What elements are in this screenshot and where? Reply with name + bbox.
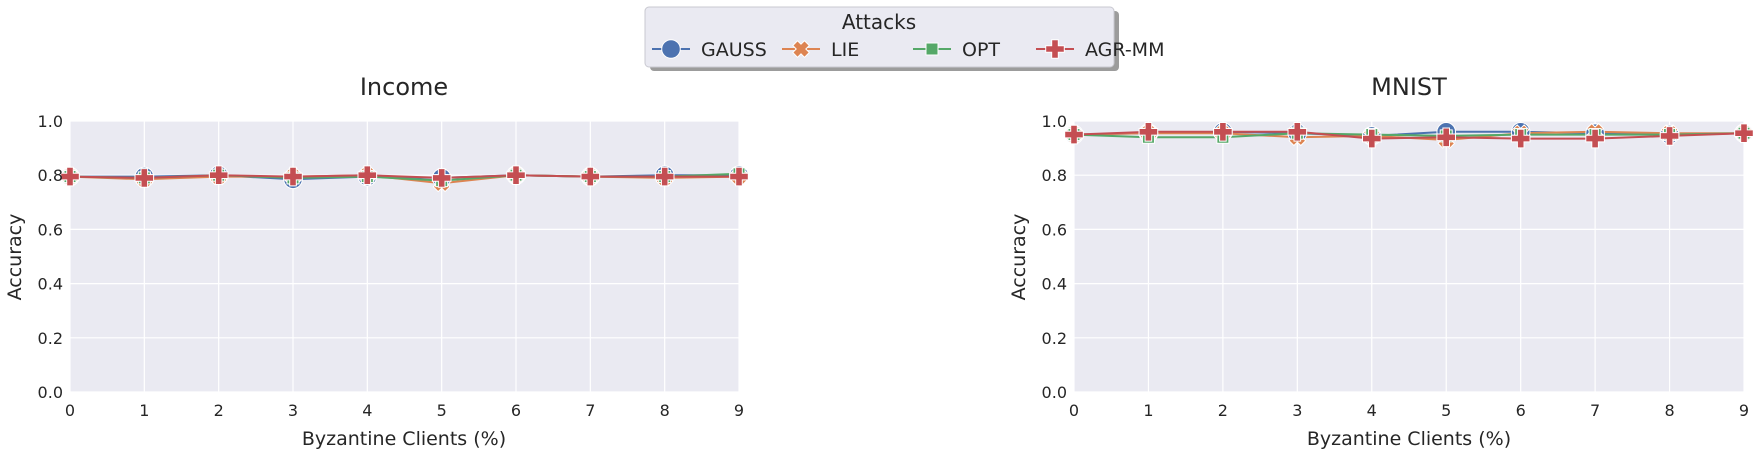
data-point-agr-mm [1510, 128, 1531, 149]
legend-entry-agr-mm: AGR-MM [1036, 39, 1164, 61]
y-tick-label: 1.0 [38, 112, 63, 131]
legend-marker [925, 42, 939, 56]
legend-entry-opt: OPT [913, 39, 1000, 61]
data-point-agr-mm [729, 166, 749, 187]
data-point-agr-mm [654, 166, 675, 187]
data-point-agr-mm [1138, 122, 1159, 142]
x-tick-label: 2 [214, 401, 224, 420]
plot-area [70, 121, 739, 392]
series-line-opt [1073, 132, 1745, 139]
legend-entry-gauss: GAUSS [652, 39, 767, 61]
data-point-agr-mm [208, 165, 229, 185]
x-tick-label: 2 [1218, 401, 1228, 420]
grid-lines [69, 120, 740, 393]
x-tick-label: 6 [1516, 401, 1526, 420]
y-tick-label: 0.2 [1042, 329, 1067, 348]
x-tick-label: 1 [1143, 401, 1153, 420]
x-axis-label: Byzantine Clients (%) [302, 428, 506, 450]
y-axis-label: Accuracy [4, 214, 26, 301]
x-tick-label: 3 [1292, 401, 1302, 420]
legend-label: OPT [962, 39, 1000, 61]
data-point-agr-mm [506, 165, 526, 185]
legend-entries: GAUSS LIE OPT AGR-MM [652, 39, 1164, 61]
plot-area [1074, 121, 1744, 392]
series-layer [1064, 122, 1754, 149]
y-tick-label: 0.6 [1042, 220, 1067, 239]
series-line-agr-mm [1073, 130, 1745, 140]
y-tick-label: 0.0 [38, 383, 63, 402]
data-point-agr-mm [357, 165, 378, 185]
y-tick-label: 0.0 [1042, 383, 1067, 402]
series-markers-agr-mm [60, 165, 749, 188]
legend-marker [1045, 39, 1065, 59]
x-tick-label: 1 [139, 401, 149, 420]
y-tick-label: 0.8 [1042, 166, 1067, 185]
tick-labels: 0 1 2 3 4 5 6 7 8 9 0.0 0.2 0.4 0.6 0.8 1.0 [1042, 112, 1750, 420]
x-tick-label: 0 [1069, 401, 1079, 420]
data-point-agr-mm [1436, 127, 1456, 148]
legend-box [644, 6, 1115, 68]
mnist-panel: 0 1 2 3 4 5 6 7 8 9 0.0 0.2 0.4 0.6 0.8 1.0 MNIST Byzan… [1008, 73, 1754, 450]
x-tick-label: 8 [660, 401, 670, 420]
y-tick-label: 0.4 [38, 275, 63, 294]
legend: Attacks GAUSS LIE OPT AGR-MM [644, 6, 1164, 71]
x-tick-label: 3 [288, 401, 298, 420]
y-tick-label: 0.8 [38, 166, 63, 185]
x-tick-label: 7 [1590, 401, 1600, 420]
data-point-agr-mm [1659, 126, 1680, 146]
tick-labels: 0 1 2 3 4 5 6 7 8 9 0.0 0.2 0.4 0.6 0.8 1.0 [38, 112, 745, 420]
y-axis-label: Accuracy [1008, 214, 1030, 301]
legend-title: Attacks [842, 10, 916, 34]
y-tick-label: 0.2 [38, 329, 63, 348]
legend-label: AGR-MM [1085, 39, 1164, 61]
data-point-agr-mm [1213, 122, 1233, 142]
data-point-agr-mm [1362, 128, 1382, 149]
data-point-agr-mm [283, 166, 303, 187]
chart-title: MNIST [1371, 73, 1447, 101]
y-tick-label: 1.0 [1042, 112, 1067, 131]
chart-title: Income [360, 73, 448, 101]
x-tick-label: 5 [437, 401, 447, 420]
data-point-agr-mm [431, 168, 452, 188]
legend-entry-lie: LIE [782, 39, 859, 61]
data-point-agr-mm [580, 166, 601, 187]
data-point-agr-mm [1585, 128, 1605, 149]
data-point-agr-mm [1287, 122, 1308, 142]
x-tick-label: 0 [65, 401, 75, 420]
x-tick-label: 9 [1739, 401, 1749, 420]
income-panel: 0 1 2 3 4 5 6 7 8 9 0.0 0.2 0.4 0.6 0.8 1.0 Income Byza… [4, 73, 749, 450]
x-tick-label: 4 [362, 401, 372, 420]
y-tick-label: 0.4 [1042, 275, 1067, 294]
legend-marker [661, 39, 681, 59]
x-tick-label: 5 [1441, 401, 1451, 420]
data-point-agr-mm [60, 166, 80, 187]
legend-label: LIE [831, 39, 859, 61]
data-point-agr-mm [1734, 123, 1754, 143]
grid-lines [1073, 120, 1745, 393]
series-line-agr-mm [69, 174, 739, 179]
y-tick-label: 0.6 [38, 220, 63, 239]
data-point-agr-mm [1064, 124, 1084, 145]
x-tick-label: 4 [1367, 401, 1377, 420]
x-tick-label: 6 [511, 401, 521, 420]
legend-marker [792, 40, 811, 59]
x-tick-label: 9 [734, 401, 744, 420]
legend-label: GAUSS [701, 39, 767, 61]
x-axis-label: Byzantine Clients (%) [1307, 428, 1511, 450]
data-point-agr-mm [134, 168, 155, 188]
x-tick-label: 7 [585, 401, 595, 420]
series-layer [60, 165, 749, 193]
x-tick-label: 8 [1664, 401, 1674, 420]
series-markers-agr-mm [1064, 122, 1754, 149]
